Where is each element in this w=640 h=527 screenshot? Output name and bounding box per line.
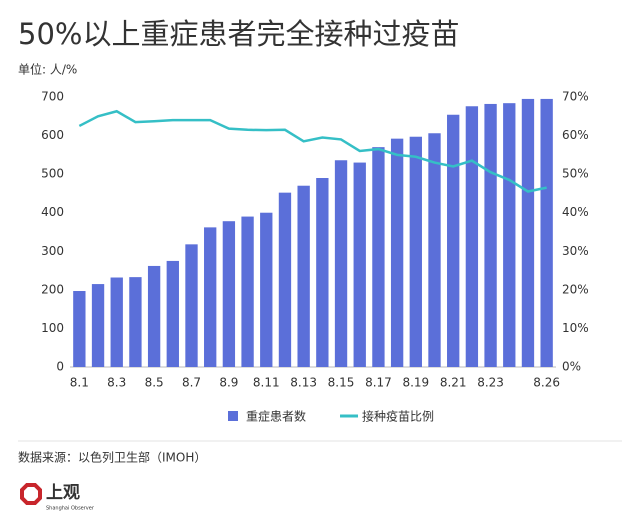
bar [503,103,516,368]
x-tick-label: 8.9 [219,376,238,390]
bar [390,138,404,367]
x-tick-label: 8.11 [253,376,280,390]
bar [409,136,422,367]
bar [334,160,348,367]
logo: 上观 Shanghai Observer [20,483,95,512]
y2-tick-label: 40% [562,205,589,219]
bar [147,265,161,367]
x-tick-label: 8.26 [533,376,560,390]
y2-tick-label: 30% [562,244,589,258]
bar [260,212,273,367]
x-tick-label: 8.3 [107,376,126,390]
y-tick-label: 700 [41,90,64,104]
brand-tagline: Shanghai Observer [46,506,95,512]
y-tick-label: 400 [41,205,64,219]
x-tick-label: 8.21 [440,376,467,390]
brand-name: 上观 [46,483,80,503]
y-tick-label: 100 [41,321,64,335]
x-tick-label: 8.7 [182,376,201,390]
bar [129,277,142,367]
y-tick-label: 500 [41,167,64,181]
bar [372,147,385,367]
legend-label: 重症患者数 [246,409,306,424]
bar [428,133,441,367]
y-tick-label: 200 [41,282,64,296]
x-tick-label: 8.5 [145,376,164,390]
y-tick-label: 0 [56,360,64,374]
unit-label: 单位: 人/% [18,62,77,77]
x-tick-label: 8.13 [290,376,317,390]
line [78,109,547,193]
bar [447,114,460,367]
y2-tick-label: 50% [562,167,589,181]
y2-tick-label: 10% [562,321,589,335]
bar [465,106,479,367]
bar [73,291,86,367]
y-tick-label: 600 [41,128,64,142]
y2-tick-label: 70% [562,90,589,104]
legend-swatch [228,411,238,421]
bar [521,98,535,367]
source: 数据来源：以色列卫生部（IMOH） [18,450,206,465]
x-tick-label: 8.17 [365,376,392,390]
bar [353,162,366,367]
bar [278,192,292,367]
bar [91,284,105,367]
chart-title: 50%以上重症患者完全接种过疫苗 [18,17,459,51]
x-tick-label: 8.19 [402,376,429,390]
bar [316,178,329,367]
y-tick-label: 300 [41,244,64,258]
y2-tick-label: 20% [562,282,589,296]
logo-mark [20,483,42,505]
bar [166,260,179,367]
bar [241,216,254,367]
bar [540,98,553,367]
bar [297,185,310,367]
bar [110,277,123,367]
y2-tick-label: 60% [562,128,589,142]
x-tick-label: 8.23 [477,376,504,390]
legend-label: 接种疫苗比例 [362,409,434,424]
bar [204,227,217,367]
y2-tick-label: 0% [562,360,581,374]
x-tick-label: 8.1 [70,376,89,390]
bar [185,244,198,367]
x-tick-label: 8.15 [328,376,355,390]
bar [484,103,497,367]
bar [222,221,236,367]
